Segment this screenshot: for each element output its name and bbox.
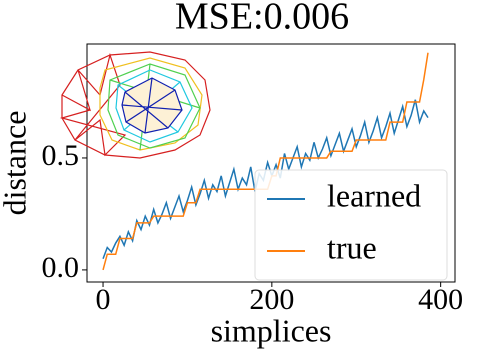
x-tick-label: 400 bbox=[418, 283, 463, 316]
axes-frame bbox=[86, 43, 456, 283]
x-tick-label: 0 bbox=[96, 283, 111, 316]
y-tick-label: 0.0 bbox=[42, 251, 80, 284]
legend-label: true bbox=[327, 229, 377, 265]
plot-area: 0 200 400 0.0 0.5 learned true bbox=[42, 43, 463, 316]
mesh-inset bbox=[59, 51, 211, 159]
x-axis-label: simplices bbox=[211, 312, 332, 348]
y-axis-label: distance bbox=[0, 111, 32, 216]
y-tick-label: 0.5 bbox=[42, 139, 80, 172]
legend-box bbox=[254, 169, 448, 281]
x-tick-label: 200 bbox=[249, 283, 294, 316]
legend-label: learned bbox=[327, 177, 421, 213]
chart-title: MSE:0.006 bbox=[175, 0, 349, 38]
